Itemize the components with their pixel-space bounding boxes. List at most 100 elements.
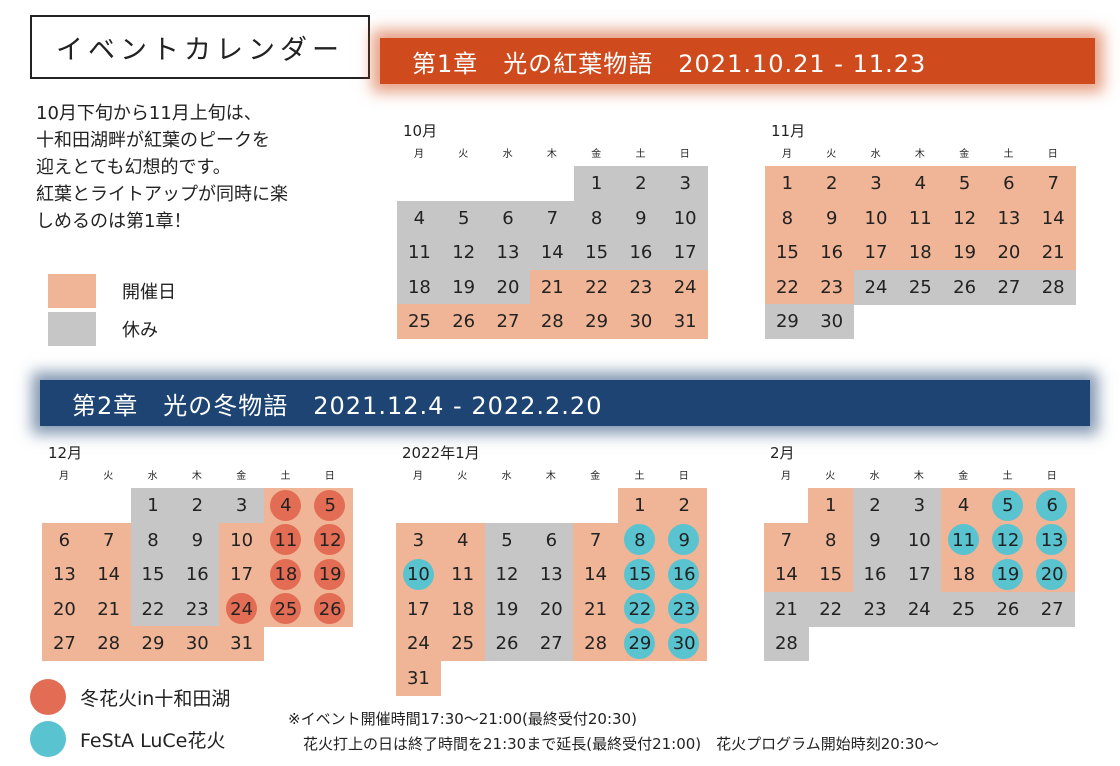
day-number: 10 — [406, 564, 430, 586]
calendar-day: 23 — [618, 269, 664, 305]
festa-fireworks-dot — [30, 721, 66, 757]
calendar-day: 12 — [985, 522, 1031, 558]
day-number: 14 — [1041, 207, 1065, 229]
day-number: 11 — [274, 529, 298, 551]
calendar-day: 30 — [809, 304, 855, 340]
day-number: 17 — [230, 564, 254, 586]
day-number: 28 — [774, 633, 798, 655]
calendar-day: 10 — [853, 200, 899, 236]
day-number: 21 — [1041, 242, 1065, 264]
calendar-day: 13 — [42, 557, 87, 593]
day-number: 22 — [819, 598, 843, 620]
calendar-day: 1 — [765, 166, 810, 202]
day-number: 18 — [952, 564, 976, 586]
day-number: 21 — [774, 598, 798, 620]
weekday-label: 金 — [236, 471, 247, 482]
day-number: 13 — [539, 564, 563, 586]
calendar-day: 9 — [852, 522, 898, 558]
calendar-day: 19 — [441, 269, 487, 305]
weekday-label: 日 — [679, 149, 690, 160]
calendar-day: 26 — [942, 269, 987, 305]
calendar-day: 5 — [484, 522, 530, 558]
day-number: 28 — [584, 633, 608, 655]
weekday-label: 木 — [914, 149, 925, 160]
day-number: 8 — [824, 529, 837, 551]
day-number: 16 — [629, 242, 653, 264]
calendar-day: 23 — [661, 591, 707, 627]
calendar-day: 28 — [573, 626, 618, 662]
calendar-day: 5 — [307, 488, 353, 524]
calendar-day: 15 — [574, 235, 619, 271]
day-number: 23 — [185, 598, 209, 620]
calendar-day: 30 — [618, 304, 664, 340]
weekday-label: 日 — [678, 471, 689, 482]
weekday-label: 月 — [59, 471, 69, 482]
day-number: 1 — [824, 495, 837, 517]
calendar-day: 9 — [809, 200, 855, 236]
day-number: 25 — [952, 598, 976, 620]
day-number: 11 — [451, 564, 475, 586]
calendar-day: 12 — [942, 200, 987, 236]
weekday-label: 土 — [635, 149, 646, 160]
day-number: 3 — [913, 495, 926, 517]
day-number: 10 — [907, 529, 931, 551]
day-number: 21 — [540, 276, 564, 298]
day-number: 7 — [1047, 173, 1059, 195]
day-number: 2 — [825, 173, 838, 195]
weekday-label: 木 — [546, 149, 557, 160]
day-number: 14 — [97, 564, 121, 586]
day-number: 24 — [406, 633, 430, 655]
day-number: 19 — [495, 598, 519, 620]
weekday-label: 月 — [414, 149, 424, 160]
calendar-day: 26 — [307, 591, 353, 627]
winter-fireworks-marker — [270, 558, 301, 590]
calendar-day: 16 — [809, 235, 855, 271]
day-number: 15 — [585, 242, 609, 264]
calendar-day: 29 — [765, 304, 810, 340]
calendar-day: 9 — [174, 522, 220, 558]
intro-line: 十和田湖畔が紅葉のピークを — [36, 130, 270, 151]
calendar-day: 30 — [661, 626, 707, 662]
calendar-day: 17 — [219, 557, 264, 593]
calendar-day: 7 — [1030, 166, 1076, 202]
calendar-day: 18 — [941, 557, 986, 593]
month-name: 2022年1月 — [402, 444, 480, 462]
chapter2-label: 第2章 光の冬物語 2021.12.4 - 2022.2.20 — [72, 391, 603, 420]
off-day-swatch — [48, 312, 96, 346]
day-number: 3 — [235, 495, 248, 517]
calendar-day: 22 — [765, 269, 810, 305]
calendar-day: 3 — [219, 488, 264, 524]
day-number: 26 — [452, 311, 476, 333]
weekday-label: 月 — [413, 471, 423, 482]
calendar-day: 28 — [86, 626, 132, 662]
calendar-day: 3 — [853, 166, 899, 202]
winter-fireworks-marker — [270, 489, 301, 521]
calendar-day: 25 — [397, 304, 442, 340]
day-number: 22 — [628, 598, 652, 620]
event-hours-note: ※イベント開催時間17:30〜21:00(最終受付20:30) — [288, 710, 637, 728]
day-number: 1 — [781, 173, 794, 195]
chapter1-banner: 第1章 光の紅葉物語 2021.10.21 - 11.23 — [380, 38, 1095, 84]
weekday-label: 土 — [634, 471, 645, 482]
festa-fireworks-marker — [1036, 524, 1068, 556]
weekday-label: 金 — [591, 149, 602, 160]
day-number: 16 — [672, 564, 696, 586]
calendar-day: 8 — [808, 522, 854, 558]
day-number: 7 — [780, 529, 793, 551]
calendar-day: 10 — [662, 200, 708, 236]
day-number: 8 — [590, 207, 603, 229]
chapter1-label: 第1章 光の紅葉物語 2021.10.21 - 11.23 — [412, 49, 927, 78]
calendar-day: 2 — [661, 488, 707, 524]
day-number: 3 — [679, 173, 691, 195]
calendar-day: 31 — [662, 304, 708, 340]
calendar-day: 19 — [484, 591, 530, 627]
day-number: 26 — [996, 598, 1020, 620]
day-number: 18 — [908, 242, 932, 264]
day-number: 9 — [825, 207, 838, 229]
calendar-day: 5 — [985, 488, 1031, 524]
month-name: 2月 — [770, 444, 795, 462]
day-number: 4 — [914, 173, 927, 195]
winter-fireworks-marker — [314, 593, 346, 625]
calendar-day: 18 — [263, 557, 309, 593]
calendar-day: 1 — [130, 488, 176, 524]
